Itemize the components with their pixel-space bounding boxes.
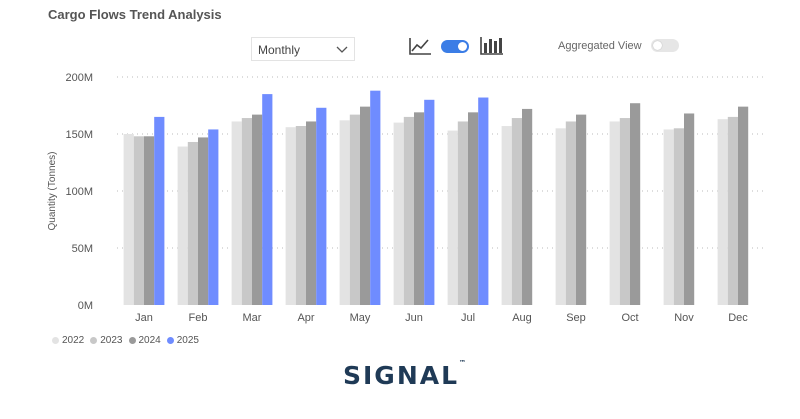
bar-2022-jun [393,122,404,305]
legend-swatch [52,337,59,344]
period-select-value: Monthly [258,43,301,57]
bar-2024-dec [738,106,749,305]
x-tick-label: Mar [243,312,262,324]
bar-2025-feb [208,129,219,305]
bar-2023-jul [457,121,468,306]
bar-chart-icon[interactable] [480,36,504,56]
bar-2023-nov [673,128,684,305]
y-tick-label: 200M [65,72,93,84]
bar-2022-sep [555,128,566,305]
legend-item-2023[interactable]: 2023 [90,335,123,346]
bar-2024-jan [144,136,155,305]
bar-2022-aug [501,126,512,306]
legend-label: 2022 [62,335,85,346]
bar-2023-dec [727,116,738,306]
bar-2025-jun [424,99,435,305]
bar-2025-mar [262,94,273,305]
bar-2023-mar [241,118,252,305]
chart-legend: 2022 2023 2024 2025 [52,335,199,346]
bar-2022-may [339,120,350,305]
bar-2023-aug [511,118,522,305]
legend-swatch [90,337,98,344]
bar-2022-nov [663,129,674,305]
legend-label: 2023 [100,335,123,346]
bar-2025-jan [154,116,165,306]
bar-2023-apr [295,126,306,306]
y-tick-label: 50M [72,243,93,255]
x-tick-label: Jun [405,312,423,324]
bar-2022-oct [609,121,620,306]
legend-label: 2025 [176,335,199,346]
bar-2024-oct [630,103,641,305]
bar-2024-apr [306,121,317,306]
bar-2025-apr [316,107,327,305]
aggregated-view-toggle[interactable] [651,39,679,52]
legend-item-2022[interactable]: 2022 [52,335,84,346]
legend-swatch [166,337,174,344]
bar-2023-sep [565,121,576,306]
x-tick-label: May [350,312,371,324]
bar-2024-nov [684,113,695,305]
line-chart-icon[interactable] [408,37,432,56]
signal-logo: SIGNAL™ [343,359,467,390]
bar-2024-jul [468,112,479,305]
bar-2022-dec [717,119,728,306]
toggle-knob [653,41,662,50]
bar-2024-aug [522,108,533,305]
bar-2022-apr [285,127,296,305]
bar-2023-feb [187,141,198,305]
legend-swatch [128,337,136,344]
x-tick-label: Feb [189,312,208,324]
brand-name: SIGNAL [343,361,460,390]
bar-2023-jan [133,136,144,305]
y-axis-label: Quantity (Tonnes) [47,152,58,231]
bar-2024-may [360,106,371,305]
x-tick-label: Aug [512,312,532,324]
period-select[interactable]: Monthly [251,37,355,61]
y-tick-label: 150M [65,129,93,141]
bar-2023-jun [403,116,414,306]
bar-2022-feb [177,146,188,305]
y-tick-label: 0M [78,300,93,312]
cargo-flow-chart: 0M 50M 100M 150M 200M Quantity (Tonnes) Jan Feb… [47,72,765,324]
chart-type-toggle[interactable] [441,40,469,53]
x-tick-label: Oct [621,312,638,324]
bar-2025-jul [478,97,489,306]
x-tick-label: Apr [297,312,314,324]
bar-2022-jul [447,130,458,305]
x-tick-label: Jul [461,312,475,324]
x-tick-label: Dec [728,312,748,324]
chart-title: Cargo Flows Trend Analysis [48,7,222,22]
bar-2022-mar [231,121,242,306]
toggle-knob [458,42,467,51]
x-tick-label: Jan [135,312,153,324]
x-tick-label: Sep [566,312,586,324]
legend-item-2025[interactable]: 2025 [166,335,199,346]
legend-item-2024[interactable]: 2024 [128,335,161,346]
x-tick-label: Nov [674,312,694,324]
bar-2023-may [349,114,360,306]
bar-2023-oct [619,118,630,305]
bar-2024-mar [252,114,263,306]
aggregated-view-label: Aggregated View [558,40,642,52]
y-tick-label: 100M [65,186,93,198]
trademark-mark: ™ [459,359,467,367]
bar-2025-may [370,90,381,306]
bar-2024-feb [198,137,209,305]
chevron-down-icon [336,46,348,53]
legend-label: 2024 [138,335,161,346]
bar-2022-jan [123,134,134,305]
bar-2024-jun [414,112,425,305]
bar-2024-sep [576,114,587,306]
